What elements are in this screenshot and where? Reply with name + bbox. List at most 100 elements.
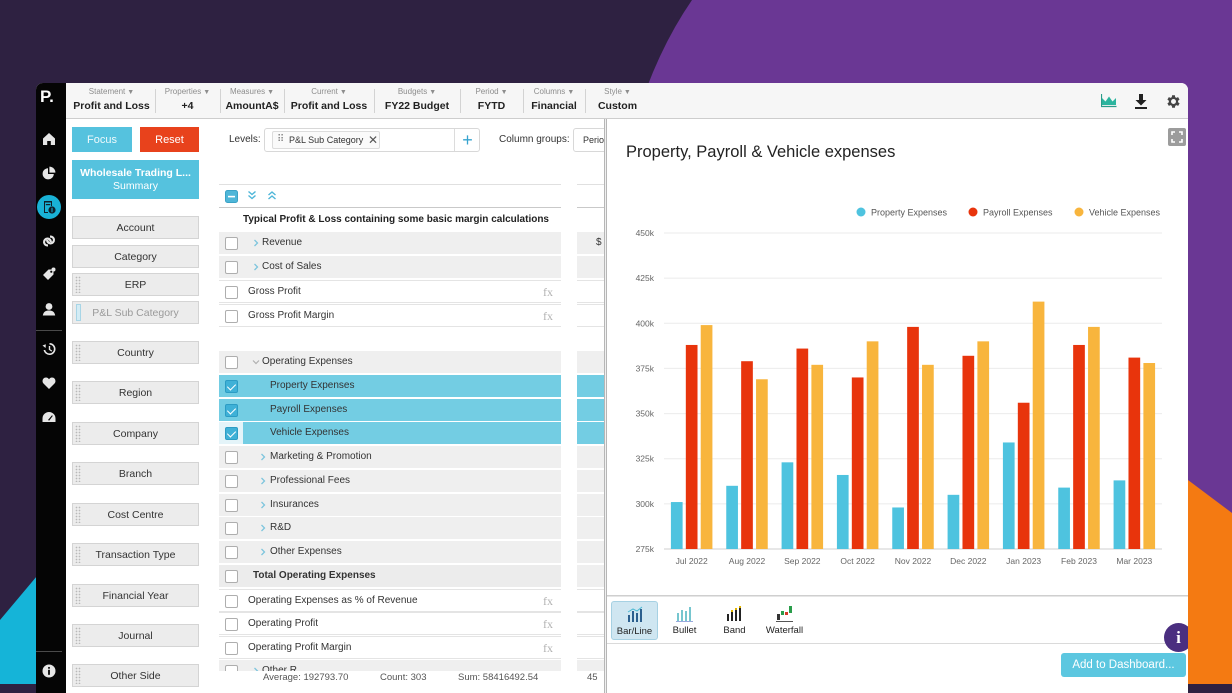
dimension-category[interactable]: Category [72,245,199,268]
table-row-selected[interactable]: Property Expenses [219,375,561,398]
table-row[interactable]: Other Expenses [219,541,561,564]
add-level-button[interactable]: + [462,129,473,150]
collapse-selection-icon[interactable] [225,190,238,203]
row-checkbox[interactable] [225,522,238,535]
table-row[interactable]: Professional Fees [219,470,561,493]
row-checkbox[interactable] [225,380,238,393]
dimension-pl-sub-category[interactable]: P&L Sub Category [72,301,199,324]
row-checkbox[interactable] [225,642,238,655]
drag-handle-icon[interactable] [75,506,81,523]
table-row-selected[interactable]: Payroll Expenses [219,399,561,422]
sidebar-item-home[interactable] [37,127,61,151]
chevron-right-icon[interactable] [252,239,260,247]
current-selector[interactable]: Current ▼ Profit and Loss [284,83,374,119]
sidebar-item-users[interactable] [37,297,61,321]
chevron-right-icon[interactable] [259,453,267,461]
chevron-right-icon[interactable] [259,524,267,532]
chart-type-band[interactable]: Band [711,601,758,640]
drag-handle-icon[interactable] [75,587,81,604]
row-checkbox[interactable] [225,310,238,323]
column-groups-field[interactable]: Perio [573,128,604,152]
row-checkbox[interactable] [225,427,238,440]
dimension-branch[interactable]: Branch [72,462,199,485]
drag-handle-icon[interactable]: ⠿ [277,134,285,145]
settings-button[interactable] [1162,90,1184,112]
dimension-erp[interactable]: ERP [72,273,199,296]
row-checkbox[interactable] [225,286,238,299]
row-checkbox[interactable] [225,595,238,608]
sidebar-item-dashboards[interactable] [37,405,61,429]
chart-type-bullet[interactable]: Bullet [661,601,708,640]
drag-handle-icon[interactable] [75,546,81,563]
dimension-country[interactable]: Country [72,341,199,364]
period-selector[interactable]: Period ▼ FYTD [460,83,523,119]
sidebar-item-reports[interactable] [37,195,61,219]
drag-handle-icon[interactable] [75,344,81,361]
table-row[interactable]: Operating Expenses [219,351,561,374]
chart-type-waterfall[interactable]: Waterfall [761,601,808,640]
chart-type-bar-line[interactable]: Bar/Line [611,601,658,640]
table-row[interactable]: Insurances [219,494,561,517]
drag-handle-icon[interactable] [75,667,81,684]
table-row-selected[interactable]: Vehicle Expenses [219,422,561,445]
levels-field[interactable]: ⠿ P&L Sub Category ✕ + [264,128,480,152]
table-row[interactable]: Marketing & Promotion [219,446,561,469]
chevron-right-icon[interactable] [259,501,267,509]
focus-button[interactable]: Focus [72,127,132,152]
close-icon[interactable]: ✕ [368,133,379,147]
dimension-cost-centre[interactable]: Cost Centre [72,503,199,526]
table-row[interactable]: Operating Expenses as % of Revenue fx [219,589,561,612]
row-checkbox[interactable] [225,618,238,631]
style-selector[interactable]: Style ▼ Custom [585,83,650,119]
drag-handle-icon[interactable] [75,465,81,482]
context-summary-button[interactable]: Wholesale Trading L... Summary [72,160,199,199]
row-checkbox[interactable] [225,237,238,250]
table-row[interactable]: Cost of Sales [219,256,561,279]
chevron-right-icon[interactable] [259,548,267,556]
sidebar-item-integrations[interactable] [37,229,61,253]
properties-selector[interactable]: Properties ▼ +4 [155,83,220,119]
row-checkbox[interactable] [225,451,238,464]
table-row[interactable]: Operating Profit fx [219,612,561,635]
row-checkbox[interactable] [225,570,238,583]
table-row[interactable]: Gross Profit Margin fx [219,304,561,327]
row-checkbox[interactable] [225,499,238,512]
budgets-selector[interactable]: Budgets ▼ FY22 Budget [374,83,460,119]
sidebar-item-history[interactable] [37,337,61,361]
chart-view-button[interactable] [1098,90,1120,112]
statement-selector[interactable]: Statement ▼ Profit and Loss [68,83,155,119]
chevron-right-icon[interactable] [252,263,260,271]
add-to-dashboard-button[interactable]: Add to Dashboard... [1061,653,1186,677]
dimension-region[interactable]: Region [72,381,199,404]
reset-button[interactable]: Reset [140,127,199,152]
table-row-total[interactable]: Total Operating Expenses [219,565,561,588]
table-row[interactable]: R&D [219,517,561,540]
measures-selector[interactable]: Measures ▼ AmountA$ [220,83,284,119]
sidebar-item-analytics[interactable] [37,161,61,185]
dimension-transaction-type[interactable]: Transaction Type [72,543,199,566]
row-checkbox[interactable] [225,356,238,369]
chevron-right-icon[interactable] [259,477,267,485]
chevron-down-icon[interactable] [252,358,260,366]
sidebar-item-tags[interactable] [37,262,61,286]
drag-handle-icon[interactable] [75,425,81,442]
dimension-financial-year[interactable]: Financial Year [72,584,199,607]
dimension-company[interactable]: Company [72,422,199,445]
expand-all-icon[interactable] [247,190,257,201]
collapse-all-icon[interactable] [267,190,277,201]
panel-splitter[interactable] [604,119,607,693]
table-row[interactable]: Operating Profit Margin fx [219,636,561,659]
table-row[interactable]: Revenue [219,232,561,255]
row-checkbox[interactable] [225,261,238,274]
fullscreen-button[interactable] [1168,128,1186,146]
level-chip[interactable]: ⠿ P&L Sub Category ✕ [272,131,380,149]
row-checkbox[interactable] [225,475,238,488]
dimension-account[interactable]: Account [72,216,199,239]
help-button[interactable]: i [1164,623,1188,652]
drag-handle-icon[interactable] [75,276,81,293]
sidebar-item-favorites[interactable] [37,371,61,395]
drag-handle-icon[interactable] [75,384,81,401]
download-button[interactable] [1130,90,1152,112]
drag-handle-icon[interactable] [75,627,81,644]
sidebar-item-info[interactable] [37,659,61,683]
